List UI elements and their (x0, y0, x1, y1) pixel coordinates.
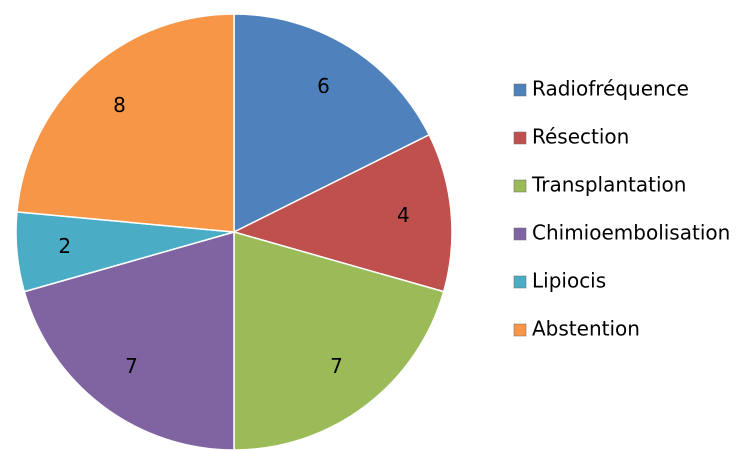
legend-label: Lipiocis (532, 269, 606, 293)
data-label: 7 (330, 354, 343, 378)
data-label: 7 (125, 354, 138, 378)
legend-swatch (513, 179, 527, 193)
legend-label: Radiofréquence (532, 77, 689, 101)
legend-swatch (513, 323, 527, 337)
legend-swatch (513, 275, 527, 289)
legend-swatch (513, 227, 527, 241)
data-label: 2 (58, 234, 71, 258)
pie-slice (16, 13, 235, 233)
legend-swatch (513, 131, 527, 145)
data-label: 4 (397, 203, 410, 227)
data-label: 6 (317, 74, 330, 98)
pie-slice (233, 231, 445, 450)
pie-slice (23, 231, 235, 450)
legend-label: Résection (532, 125, 629, 149)
legend-label: Chimioembolisation (532, 221, 730, 245)
legend-label: Transplantation (531, 173, 686, 197)
data-label: 8 (113, 93, 126, 117)
legend-label: Abstention (532, 317, 640, 341)
pie-slice (233, 13, 431, 234)
legend-swatch (513, 83, 527, 97)
pie-slice (231, 133, 453, 293)
